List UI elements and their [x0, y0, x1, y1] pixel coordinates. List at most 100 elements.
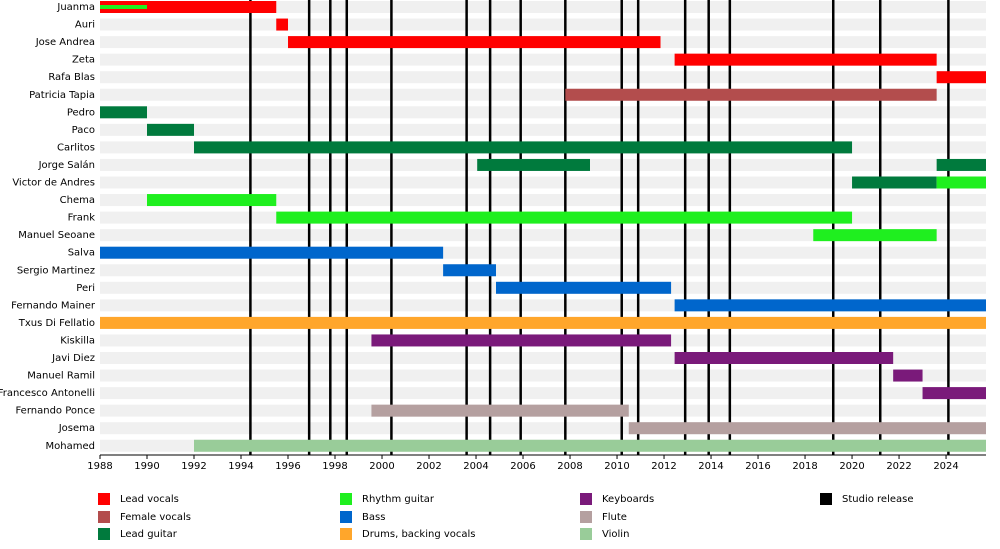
- row-stripe: [100, 264, 986, 277]
- legend-swatch: [820, 493, 832, 505]
- x-tick-label: 1988: [87, 461, 112, 472]
- member-bar: [194, 141, 853, 154]
- member-label: Pedro: [67, 107, 95, 118]
- member-label: Txus Di Fellatio: [18, 318, 95, 329]
- member-label: Paco: [72, 125, 95, 136]
- row-stripe: [100, 369, 986, 382]
- member-bar: [922, 387, 986, 400]
- member-bar: [288, 36, 661, 49]
- row-stripe: [100, 18, 986, 31]
- legend-swatch: [580, 528, 592, 540]
- x-tick-label: 2018: [792, 461, 817, 472]
- x-tick-label: 2024: [933, 461, 958, 472]
- member-bar: [852, 176, 937, 189]
- row-stripe: [100, 387, 986, 400]
- member-bar: [565, 88, 937, 101]
- row-stripe: [100, 176, 986, 189]
- member-label: Sergio Martinez: [17, 265, 95, 276]
- x-tick-label: 2004: [463, 461, 488, 472]
- member-label: Manuel Ramil: [27, 371, 95, 382]
- member-bar: [147, 123, 195, 136]
- member-label: Patricia Tapia: [29, 90, 95, 101]
- member-label: Fernando Mainer: [11, 300, 96, 311]
- legend-label: Studio release: [842, 494, 914, 505]
- member-bar: [100, 1, 277, 13]
- member-label: Carlitos: [57, 142, 95, 153]
- member-bar: [936, 71, 986, 84]
- member-label: Victor de Andres: [12, 178, 95, 189]
- member-bar: [813, 229, 937, 242]
- legend-swatch: [580, 511, 592, 523]
- x-tick-label: 2010: [604, 461, 629, 472]
- member-bar: [371, 404, 629, 417]
- x-tick-label: 2022: [886, 461, 911, 472]
- member-bar: [674, 352, 894, 364]
- x-tick-label: 2002: [416, 461, 441, 472]
- member-bar: [893, 369, 923, 382]
- row-stripe: [100, 123, 986, 136]
- member-bar: [443, 264, 496, 277]
- legend-label: Drums, backing vocals: [362, 529, 476, 540]
- legend-swatch: [98, 528, 110, 540]
- member-bar: [100, 246, 444, 259]
- member-label: Auri: [75, 20, 95, 31]
- x-tick-label: 2016: [745, 461, 770, 472]
- x-tick-label: 2020: [839, 461, 864, 472]
- member-label: Francesco Antonelli: [0, 388, 95, 399]
- legend-label: Bass: [362, 512, 385, 523]
- x-tick-label: 2006: [510, 461, 535, 472]
- x-tick-label: 1992: [181, 461, 206, 472]
- member-label: Jose Andrea: [35, 37, 95, 48]
- legend-label: Female vocals: [120, 512, 191, 523]
- row-stripe: [100, 229, 986, 242]
- legend-swatch: [340, 528, 352, 540]
- member-label: Zeta: [72, 55, 95, 66]
- member-bar: [936, 158, 986, 171]
- member-bar: [194, 439, 986, 452]
- x-tick-label: 2012: [651, 461, 676, 472]
- legend-label: Flute: [602, 512, 627, 523]
- member-label: Kiskilla: [60, 335, 95, 346]
- x-tick-label: 1996: [275, 461, 300, 472]
- legend-label: Lead guitar: [120, 529, 178, 540]
- member-label: Chema: [60, 195, 95, 206]
- member-label: Juanma: [56, 2, 95, 13]
- row-stripe: [100, 194, 986, 207]
- member-bar: [628, 422, 986, 435]
- member-bar: [674, 299, 986, 312]
- member-bar: [371, 334, 672, 347]
- member-label: Rafa Blas: [48, 72, 95, 83]
- legend-swatch: [340, 511, 352, 523]
- row-stripe: [100, 106, 986, 119]
- member-bar: [100, 106, 148, 119]
- x-tick-label: 2008: [557, 461, 582, 472]
- legend-swatch: [98, 511, 110, 523]
- legend-swatch: [580, 493, 592, 505]
- legend-label: Lead vocals: [120, 494, 179, 505]
- member-bar: [100, 5, 148, 9]
- member-bar: [936, 176, 986, 189]
- member-bar: [276, 18, 289, 31]
- member-label: Mohamed: [46, 441, 95, 452]
- member-label: Frank: [68, 213, 96, 224]
- member-bar: [276, 211, 853, 224]
- x-tick-label: 1994: [228, 461, 253, 472]
- row-stripe: [100, 71, 986, 84]
- legend-label: Keyboards: [602, 494, 654, 505]
- member-bar: [477, 158, 591, 171]
- member-bar: [495, 281, 672, 294]
- member-bar: [100, 316, 986, 329]
- member-bar: [674, 53, 937, 66]
- member-label: Manuel Seoane: [18, 230, 95, 241]
- legend-label: Rhythm guitar: [362, 494, 435, 505]
- member-label: Peri: [76, 283, 95, 294]
- legend-swatch: [340, 493, 352, 505]
- member-label: Josema: [58, 423, 95, 434]
- member-label: Salva: [68, 248, 95, 259]
- x-tick-label: 2000: [369, 461, 394, 472]
- legend-swatch: [98, 493, 110, 505]
- x-tick-label: 2014: [698, 461, 723, 472]
- member-label: Jorge Salán: [38, 159, 95, 171]
- x-tick-label: 1998: [322, 461, 347, 472]
